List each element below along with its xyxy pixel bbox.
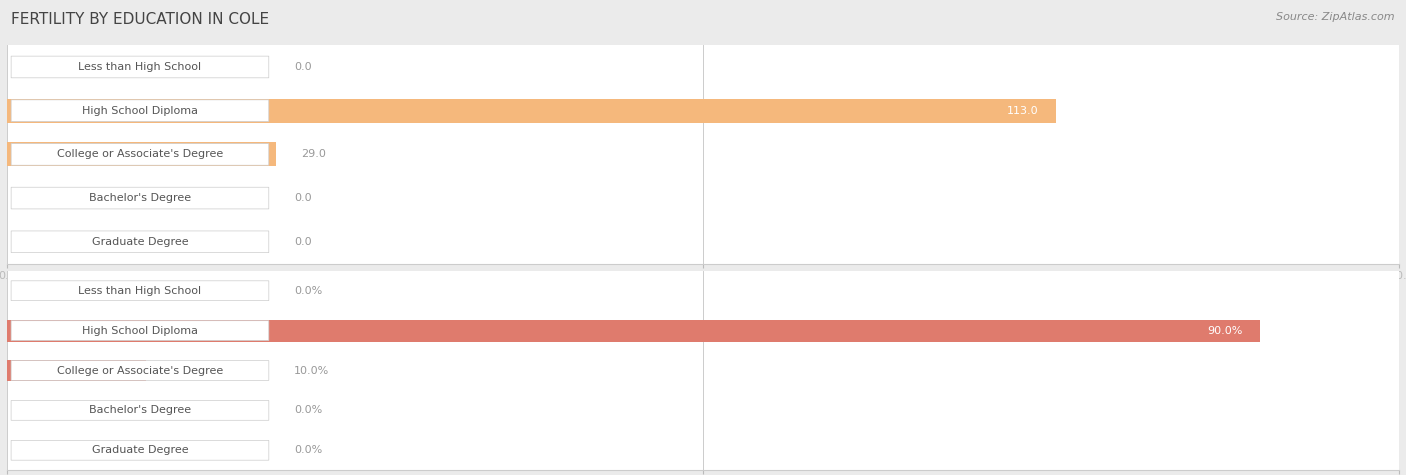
FancyBboxPatch shape	[11, 321, 269, 341]
FancyBboxPatch shape	[7, 89, 1399, 133]
FancyBboxPatch shape	[11, 143, 269, 165]
FancyBboxPatch shape	[7, 271, 1399, 311]
Bar	[7, 142, 276, 166]
Text: 0.0%: 0.0%	[294, 445, 322, 456]
FancyBboxPatch shape	[7, 220, 1399, 264]
Text: 0.0: 0.0	[294, 237, 311, 247]
Bar	[7, 320, 1260, 342]
FancyBboxPatch shape	[11, 187, 269, 209]
Text: Graduate Degree: Graduate Degree	[91, 237, 188, 247]
Text: 90.0%: 90.0%	[1208, 325, 1243, 336]
Text: 29.0: 29.0	[301, 149, 326, 160]
Text: High School Diploma: High School Diploma	[82, 105, 198, 116]
Text: Bachelor's Degree: Bachelor's Degree	[89, 405, 191, 416]
Text: Less than High School: Less than High School	[79, 285, 201, 296]
FancyBboxPatch shape	[11, 231, 269, 253]
FancyBboxPatch shape	[11, 440, 269, 460]
FancyBboxPatch shape	[7, 311, 1399, 351]
Text: FERTILITY BY EDUCATION IN COLE: FERTILITY BY EDUCATION IN COLE	[11, 12, 270, 27]
Text: 0.0%: 0.0%	[294, 285, 322, 296]
FancyBboxPatch shape	[7, 390, 1399, 430]
FancyBboxPatch shape	[11, 281, 269, 301]
Text: 0.0: 0.0	[294, 193, 311, 203]
Bar	[7, 99, 1056, 123]
FancyBboxPatch shape	[7, 176, 1399, 220]
FancyBboxPatch shape	[7, 133, 1399, 176]
Text: 0.0%: 0.0%	[294, 405, 322, 416]
Text: Bachelor's Degree: Bachelor's Degree	[89, 193, 191, 203]
Text: Less than High School: Less than High School	[79, 62, 201, 72]
Text: College or Associate's Degree: College or Associate's Degree	[56, 365, 224, 376]
Text: College or Associate's Degree: College or Associate's Degree	[56, 149, 224, 160]
FancyBboxPatch shape	[7, 351, 1399, 390]
Text: Source: ZipAtlas.com: Source: ZipAtlas.com	[1277, 12, 1395, 22]
FancyBboxPatch shape	[11, 361, 269, 380]
FancyBboxPatch shape	[7, 430, 1399, 470]
FancyBboxPatch shape	[11, 400, 269, 420]
Text: High School Diploma: High School Diploma	[82, 325, 198, 336]
FancyBboxPatch shape	[11, 100, 269, 122]
FancyBboxPatch shape	[7, 45, 1399, 89]
Text: 0.0: 0.0	[294, 62, 311, 72]
Text: 113.0: 113.0	[1007, 105, 1039, 116]
Bar	[7, 360, 146, 381]
FancyBboxPatch shape	[11, 56, 269, 78]
Text: 10.0%: 10.0%	[294, 365, 329, 376]
Text: Graduate Degree: Graduate Degree	[91, 445, 188, 456]
